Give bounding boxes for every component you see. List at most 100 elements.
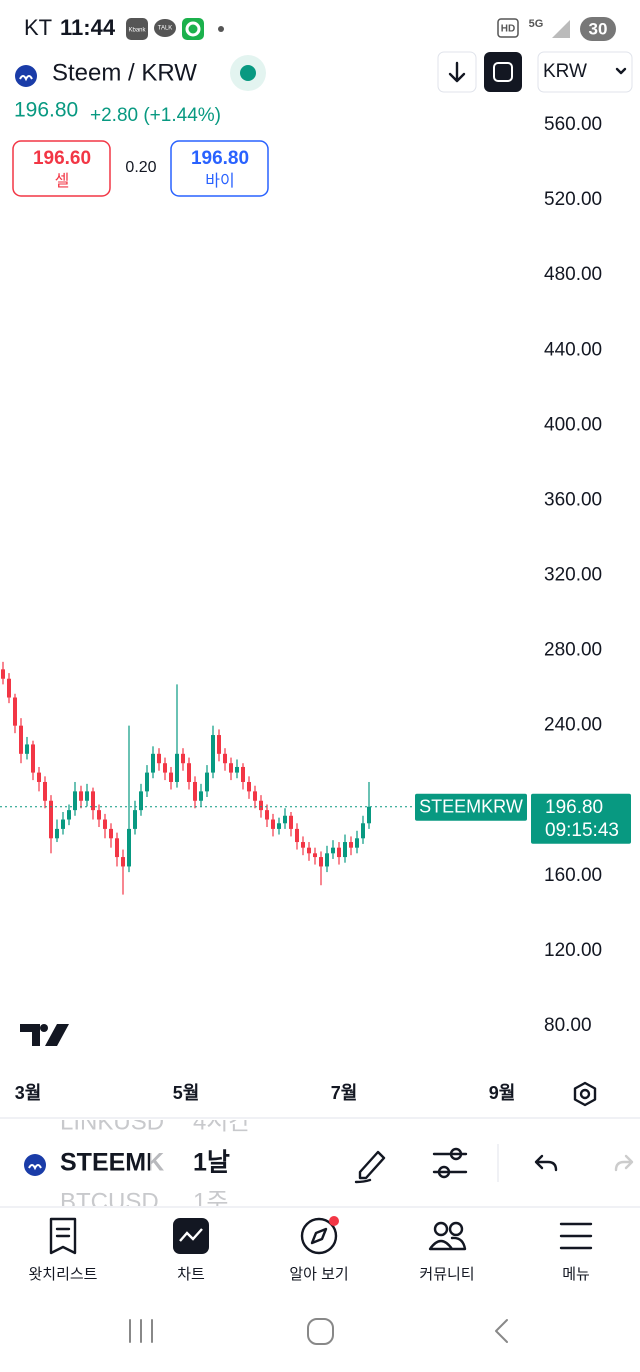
y-tick-label: 560.00 [544, 114, 602, 135]
undo-icon[interactable] [534, 1154, 558, 1172]
y-tick-label: 440.00 [544, 339, 602, 360]
candle-body [145, 772, 149, 792]
candle-body [343, 842, 347, 858]
hd-icon [497, 18, 519, 38]
candle-body [163, 763, 167, 773]
sell-price: 196.60 [33, 148, 91, 169]
home-button[interactable] [307, 1318, 334, 1345]
interval-next: 1주 [193, 1188, 228, 1215]
currency-select[interactable] [537, 51, 633, 93]
sell-label: 셀 [55, 172, 70, 190]
candle-body [13, 697, 17, 726]
y-tick-label: 80.00 [544, 1015, 592, 1036]
menu-icon[interactable] [559, 1222, 593, 1250]
buy-button[interactable] [170, 140, 269, 197]
candle-body [277, 823, 281, 829]
nav-label: 메뉴 [562, 1266, 590, 1283]
candle-body [91, 791, 95, 811]
x-tick-label: 7월 [331, 1083, 358, 1103]
symbol-fade [150, 1140, 164, 1186]
y-tick-label: 520.00 [544, 189, 602, 210]
y-tick-label: 120.00 [544, 940, 602, 961]
settings-icon[interactable] [573, 1081, 597, 1107]
steem-logo-mark [19, 75, 33, 82]
candle-body [301, 842, 305, 848]
candle-body [361, 823, 365, 839]
currency-caret [615, 67, 627, 75]
candle-body [271, 819, 275, 829]
candle-body [205, 772, 209, 792]
candle-body [85, 791, 89, 801]
candle-body [139, 791, 143, 811]
back-button[interactable] [495, 1319, 508, 1343]
watchlist-icon[interactable] [49, 1217, 77, 1255]
candle-body [169, 772, 173, 782]
recent-apps[interactable] [129, 1319, 153, 1343]
community-icon[interactable] [433, 1221, 449, 1237]
market-status-dot [240, 65, 256, 81]
candle-body [217, 735, 221, 754]
candle-body [49, 800, 53, 839]
candle-body [199, 791, 203, 801]
candle-body [79, 791, 83, 801]
candle-body [175, 753, 179, 782]
c-icon-mark [185, 21, 201, 37]
sell-button[interactable] [12, 140, 111, 197]
nav-label: 왓치리스트 [28, 1266, 97, 1283]
candle-body [25, 744, 29, 754]
buy-price: 196.80 [191, 148, 249, 169]
chart-icon-mark [179, 1228, 203, 1242]
y-tick-label: 160.00 [544, 865, 602, 886]
steem-logo [15, 65, 37, 87]
spread: 0.20 [125, 159, 156, 176]
interval: 1날 [193, 1149, 230, 1177]
explore-icon[interactable] [300, 1217, 338, 1255]
candle-body [241, 766, 245, 782]
battery-level: 30 [589, 19, 608, 38]
fullscreen-button[interactable] [484, 52, 522, 92]
y-tick-label: 400.00 [544, 414, 602, 435]
candle-body [259, 800, 263, 811]
nav-labels: 왓치리스트 차트 알아 보기 커뮤니티 메뉴 [28, 1266, 589, 1283]
candle-body [181, 753, 185, 764]
5g-text: 5G [529, 18, 544, 30]
candle-body [97, 810, 101, 820]
tv-logo-dot [40, 1024, 48, 1032]
indicators-knob [449, 1147, 463, 1161]
symbol-prev: LINKUSD [60, 1108, 164, 1135]
candle-body [331, 847, 335, 854]
candle-body [247, 781, 251, 792]
candle-body [19, 725, 23, 754]
candle-body [355, 838, 359, 848]
x-tick-label: 5월 [173, 1083, 200, 1103]
community-icon-body [428, 1236, 467, 1251]
y-tick-label: 360.00 [544, 489, 602, 510]
symbol-title: Steem / KRW [52, 59, 197, 86]
price-change: +2.80 (+1.44%) [90, 105, 221, 126]
price-tag-countdown: 09:15:43 [545, 820, 619, 841]
y-tick-label: 240.00 [544, 715, 602, 736]
draw-icon[interactable] [354, 1150, 386, 1184]
kbank-text: Kbank [128, 28, 146, 34]
carrier: KT [24, 15, 52, 40]
candle-body [157, 753, 161, 764]
toolbar-logo [24, 1154, 46, 1176]
redo-icon[interactable] [614, 1154, 634, 1172]
kbank-icon [126, 18, 148, 40]
dot [218, 26, 224, 32]
x-tick-label: 9월 [489, 1083, 516, 1103]
symbol-picker[interactable]: LINKUSD 4시간 STEEMK 1날 BTCUSD 1주 [60, 1108, 251, 1215]
candle-body [151, 753, 155, 773]
candle-body [115, 838, 119, 858]
price-tag-value: 196.80 [545, 797, 603, 818]
settings-icon-center [579, 1088, 591, 1100]
candle-body [235, 766, 239, 773]
candle-body [337, 847, 341, 858]
candle-body [265, 810, 269, 820]
candle-body [133, 810, 137, 829]
candle-body [1, 669, 5, 679]
x-tick-label: 3월 [15, 1083, 42, 1103]
plot-area [1, 661, 371, 895]
candle-body [55, 828, 59, 839]
